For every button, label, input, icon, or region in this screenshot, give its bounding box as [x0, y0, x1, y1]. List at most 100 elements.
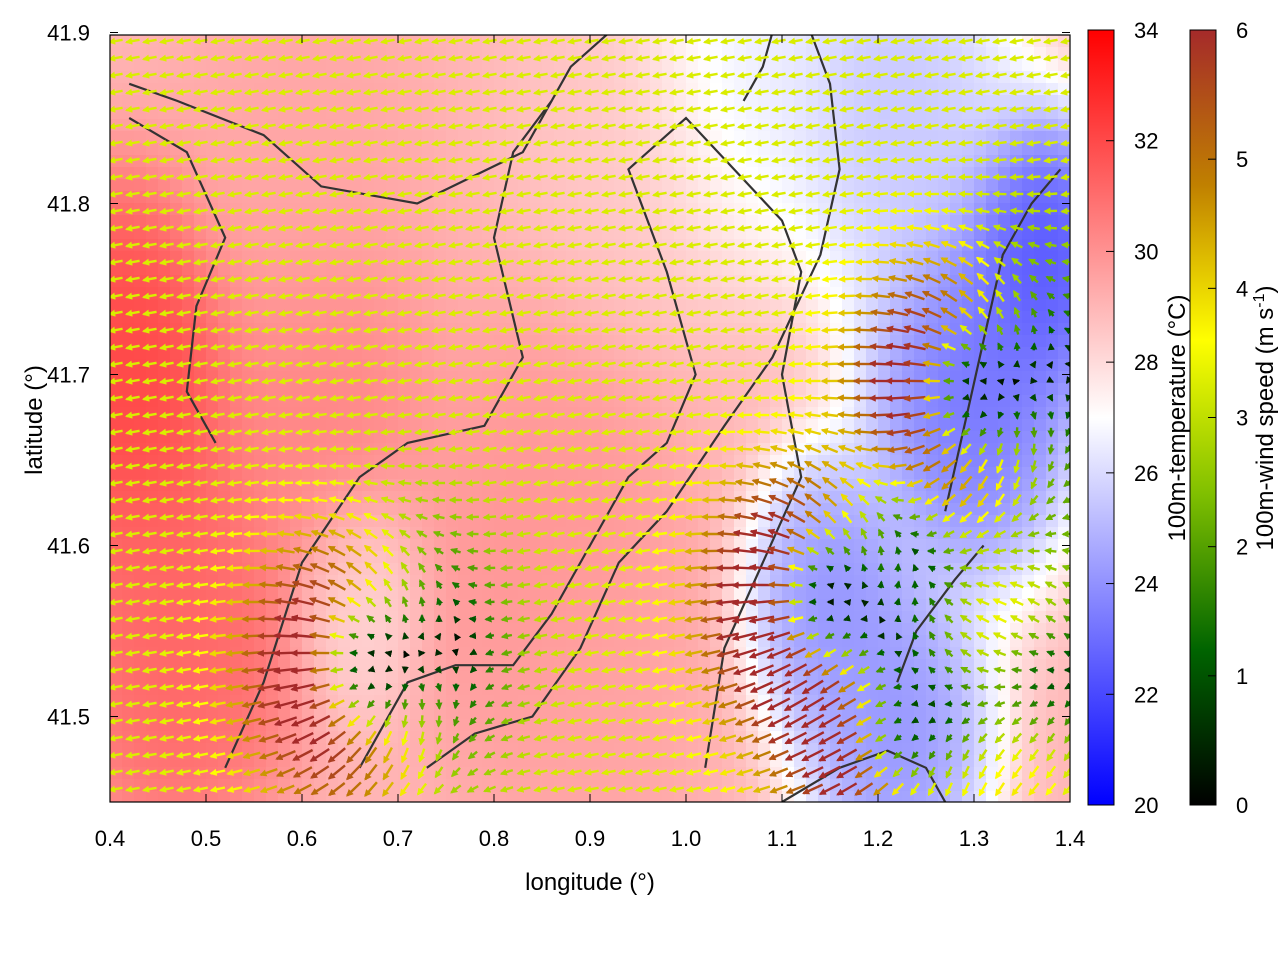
heatmap-cell: [650, 299, 663, 312]
heatmap-cell: [614, 131, 627, 144]
heatmap-cell: [866, 407, 879, 420]
heatmap-cell: [698, 287, 711, 300]
heatmap-cell: [494, 59, 507, 72]
heatmap-cell: [782, 347, 795, 360]
heatmap-cell: [914, 35, 927, 48]
heatmap-cell: [938, 623, 951, 636]
heatmap-cell: [446, 599, 459, 612]
heatmap-cell: [278, 491, 291, 504]
heatmap-cell: [362, 419, 375, 432]
heatmap-cell: [866, 587, 879, 600]
heatmap-cell: [326, 467, 339, 480]
heatmap-cell: [398, 419, 411, 432]
heatmap-cell: [1058, 503, 1070, 516]
heatmap-cell: [878, 299, 891, 312]
heatmap-cell: [938, 563, 951, 576]
heatmap-cell: [266, 299, 279, 312]
heatmap-cell: [902, 215, 915, 228]
heatmap-cell: [854, 71, 867, 84]
heatmap-cell: [242, 59, 255, 72]
heatmap-cell: [698, 503, 711, 516]
heatmap-cell: [1058, 623, 1070, 636]
heatmap-cell: [830, 539, 843, 552]
heatmap-cell: [614, 95, 627, 108]
heatmap-cell: [374, 551, 387, 564]
heatmap-cell: [770, 383, 783, 396]
heatmap-cell: [710, 263, 723, 276]
heatmap-cell: [698, 419, 711, 432]
heatmap-cell: [866, 71, 879, 84]
heatmap-cell: [110, 215, 123, 228]
heatmap-cell: [386, 347, 399, 360]
heatmap-cell: [254, 467, 267, 480]
heatmap-cell: [650, 263, 663, 276]
heatmap-cell: [650, 503, 663, 516]
heatmap-cell: [326, 59, 339, 72]
heatmap-cell: [890, 95, 903, 108]
heatmap-cell: [314, 479, 327, 492]
heatmap-cell: [1034, 263, 1047, 276]
heatmap-cell: [338, 299, 351, 312]
heatmap-cell: [842, 419, 855, 432]
heatmap-cell: [962, 695, 975, 708]
heatmap-cell: [650, 479, 663, 492]
heatmap-cell: [542, 671, 555, 684]
heatmap-cell: [686, 587, 699, 600]
heatmap-cell: [1022, 587, 1035, 600]
heatmap-cell: [590, 671, 603, 684]
heatmap-cell: [818, 611, 831, 624]
heatmap-cell: [542, 275, 555, 288]
heatmap-cell: [986, 527, 999, 540]
heatmap-cell: [122, 479, 135, 492]
heatmap-cell: [734, 95, 747, 108]
heatmap-cell: [146, 287, 159, 300]
heatmap-cell: [1022, 551, 1035, 564]
heatmap-cell: [590, 491, 603, 504]
heatmap-cell: [974, 203, 987, 216]
heatmap-cell: [854, 611, 867, 624]
heatmap-cell: [854, 95, 867, 108]
heatmap-cell: [302, 347, 315, 360]
heatmap-cell: [758, 275, 771, 288]
heatmap-cell: [458, 575, 471, 588]
heatmap-cell: [374, 143, 387, 156]
heatmap-cell: [362, 503, 375, 516]
heatmap-cell: [206, 707, 219, 720]
heatmap-cell: [146, 419, 159, 432]
heatmap-cell: [566, 407, 579, 420]
heatmap-cell: [386, 59, 399, 72]
heatmap-cell: [614, 179, 627, 192]
heatmap-cell: [266, 83, 279, 96]
heatmap-cell: [326, 95, 339, 108]
heatmap-cell: [170, 707, 183, 720]
heatmap-cell: [734, 71, 747, 84]
heatmap-cell: [578, 143, 591, 156]
heatmap-cell: [302, 383, 315, 396]
heatmap-cell: [266, 671, 279, 684]
heatmap-cell: [134, 419, 147, 432]
heatmap-cell: [230, 479, 243, 492]
heatmap-cell: [338, 71, 351, 84]
heatmap-cell: [506, 131, 519, 144]
heatmap-cell: [770, 143, 783, 156]
heatmap-cell: [326, 407, 339, 420]
heatmap-cell: [938, 551, 951, 564]
heatmap-cell: [302, 299, 315, 312]
heatmap-cell: [578, 95, 591, 108]
heatmap-cell: [218, 503, 231, 516]
heatmap-cell: [626, 671, 639, 684]
heatmap-cell: [410, 587, 423, 600]
heatmap-cell: [266, 347, 279, 360]
heatmap-cell: [434, 719, 447, 732]
heatmap-cell: [230, 179, 243, 192]
heatmap-cell: [278, 671, 291, 684]
heatmap-cell: [662, 467, 675, 480]
heatmap-cell: [326, 491, 339, 504]
heatmap-cell: [530, 299, 543, 312]
heatmap-cell: [722, 263, 735, 276]
heatmap-cell: [410, 551, 423, 564]
heatmap-cell: [878, 203, 891, 216]
heatmap-cell: [110, 503, 123, 516]
heatmap-cell: [566, 203, 579, 216]
heatmap-cell: [902, 671, 915, 684]
